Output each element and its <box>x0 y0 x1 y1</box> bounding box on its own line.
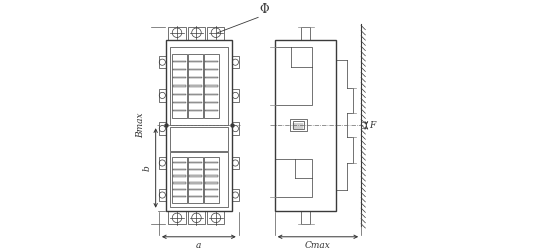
Bar <box>170 47 228 125</box>
Bar <box>189 94 201 95</box>
Bar <box>207 27 225 40</box>
Bar <box>159 122 166 135</box>
Bar <box>301 211 310 224</box>
Bar <box>205 176 218 177</box>
Bar <box>168 211 186 224</box>
Bar <box>159 89 166 102</box>
Bar <box>189 69 201 70</box>
Bar <box>232 189 239 201</box>
Bar <box>173 196 186 197</box>
Bar <box>205 85 218 87</box>
Bar <box>204 54 219 118</box>
Bar <box>173 85 186 87</box>
Bar <box>166 40 232 211</box>
Bar <box>205 69 218 70</box>
Text: F: F <box>369 121 375 130</box>
Bar <box>290 119 307 131</box>
Bar <box>205 182 218 184</box>
Bar <box>207 211 225 224</box>
Bar <box>173 110 186 112</box>
Text: Φ: Φ <box>260 4 269 16</box>
Bar <box>173 182 186 184</box>
Bar <box>205 94 218 95</box>
Bar <box>232 157 239 169</box>
Text: Cmax: Cmax <box>305 240 331 250</box>
Bar <box>173 94 186 95</box>
Bar <box>275 160 312 197</box>
Bar <box>189 110 201 112</box>
Bar <box>205 60 218 62</box>
Bar <box>205 162 218 163</box>
Bar <box>173 69 186 70</box>
Text: a: a <box>196 240 201 250</box>
Bar <box>188 27 205 40</box>
Bar <box>293 121 305 129</box>
Bar <box>189 60 201 62</box>
Bar <box>189 182 201 184</box>
Bar <box>205 110 218 112</box>
Bar <box>232 122 239 135</box>
Bar <box>189 85 201 87</box>
Bar <box>159 157 166 169</box>
Bar <box>173 176 186 177</box>
Bar <box>188 211 205 224</box>
Bar <box>189 189 201 190</box>
Bar <box>159 56 166 68</box>
Bar <box>173 162 186 163</box>
Bar <box>173 60 186 62</box>
Bar <box>168 27 186 40</box>
Bar <box>173 77 186 78</box>
Bar <box>275 40 336 211</box>
Bar <box>172 156 186 202</box>
Text: Bmax: Bmax <box>136 112 145 138</box>
Bar <box>189 102 201 103</box>
Bar <box>189 162 201 163</box>
Bar <box>205 196 218 197</box>
Bar <box>188 156 202 202</box>
Bar <box>159 189 166 201</box>
Bar <box>189 169 201 170</box>
Bar <box>205 102 218 103</box>
Bar <box>205 169 218 170</box>
Bar <box>232 89 239 102</box>
Bar <box>189 196 201 197</box>
Bar <box>170 152 228 207</box>
Bar <box>205 77 218 78</box>
Bar <box>173 102 186 103</box>
Bar <box>189 176 201 177</box>
Bar <box>173 169 186 170</box>
Bar <box>189 77 201 78</box>
Bar <box>188 54 202 118</box>
Bar <box>173 189 186 190</box>
Bar <box>205 189 218 190</box>
Bar <box>170 127 228 151</box>
Text: b: b <box>143 165 151 171</box>
Bar <box>172 54 186 118</box>
Bar <box>301 27 310 40</box>
Bar <box>232 56 239 68</box>
Bar <box>204 156 219 202</box>
Bar <box>275 47 312 105</box>
